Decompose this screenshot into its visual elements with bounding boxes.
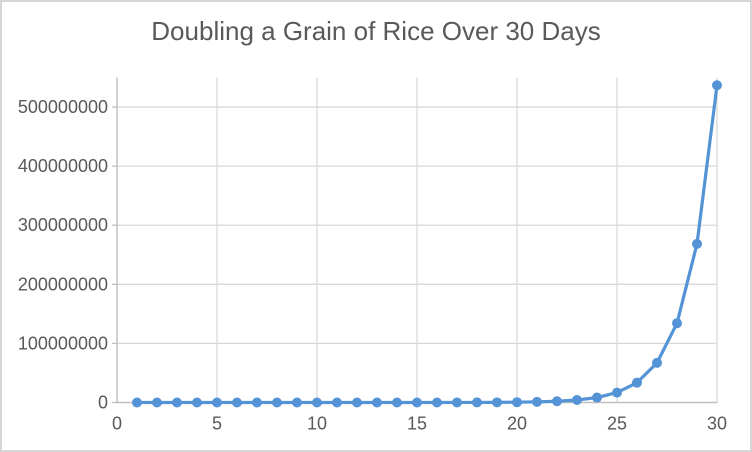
data-point-day-8[interactable] (272, 397, 282, 408)
data-point-day-20[interactable] (512, 397, 522, 408)
data-point-day-5[interactable] (212, 397, 222, 408)
data-point-day-22[interactable] (552, 396, 562, 407)
data-point-day-26[interactable] (632, 377, 642, 388)
data-point-day-30[interactable] (712, 80, 722, 91)
series-line (135, 83, 719, 405)
y-axis-label-200000000: 200000000 (18, 274, 108, 294)
data-point-day-11[interactable] (332, 397, 342, 408)
data-point-day-23[interactable] (572, 395, 582, 406)
data-point-day-6[interactable] (232, 397, 242, 408)
y-axis-label-400000000: 400000000 (18, 156, 108, 176)
x-axis-label-25: 25 (607, 414, 627, 434)
data-point-day-17[interactable] (452, 397, 462, 408)
data-point-day-24[interactable] (592, 392, 602, 403)
data-point-day-12[interactable] (352, 397, 362, 408)
y-axis-label-300000000: 300000000 (18, 215, 108, 235)
data-point-day-15[interactable] (412, 397, 422, 408)
data-point-day-21[interactable] (532, 396, 542, 407)
chart-title: Doubling a Grain of Rice Over 30 Days (151, 16, 601, 46)
data-point-day-4[interactable] (192, 397, 202, 408)
y-axis-label-500000000: 500000000 (18, 97, 108, 117)
x-axis-label-10: 10 (307, 414, 327, 434)
data-point-day-10[interactable] (312, 397, 322, 408)
data-point-day-16[interactable] (432, 397, 442, 408)
data-point-day-9[interactable] (292, 397, 302, 408)
data-point-day-3[interactable] (172, 397, 182, 408)
data-point-day-14[interactable] (392, 397, 402, 408)
data-point-day-2[interactable] (152, 397, 162, 408)
data-point-day-7[interactable] (252, 397, 262, 408)
data-point-day-25[interactable] (612, 387, 622, 398)
data-point-day-19[interactable] (492, 397, 502, 408)
x-axis-label-0: 0 (112, 414, 122, 434)
x-axis-label-5: 5 (212, 414, 222, 434)
data-point-day-13[interactable] (372, 397, 382, 408)
x-axis-label-15: 15 (407, 414, 427, 434)
x-axis-label-20: 20 (507, 414, 527, 434)
data-point-day-28[interactable] (672, 318, 682, 329)
data-point-day-27[interactable] (652, 357, 662, 368)
y-axis-label-0: 0 (98, 393, 108, 413)
data-point-day-18[interactable] (472, 397, 482, 408)
data-point-day-29[interactable] (692, 238, 702, 249)
data-point-day-1[interactable] (132, 397, 142, 408)
x-axis-label-30: 30 (707, 414, 727, 434)
y-axis-label-100000000: 100000000 (18, 333, 108, 353)
